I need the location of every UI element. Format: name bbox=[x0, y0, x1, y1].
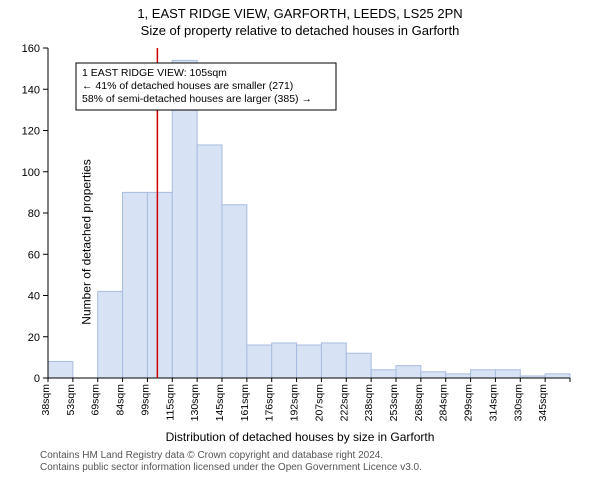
svg-text:0: 0 bbox=[34, 373, 40, 385]
svg-text:80: 80 bbox=[28, 208, 40, 220]
x-tick-label: 330sqm bbox=[512, 384, 524, 422]
x-tick-label: 284sqm bbox=[438, 384, 450, 422]
histogram-bar bbox=[371, 370, 396, 378]
y-axis-label: Number of detached properties bbox=[80, 159, 94, 324]
histogram-bar bbox=[48, 361, 73, 378]
x-tick-label: 268sqm bbox=[413, 384, 425, 422]
histogram-bar bbox=[197, 145, 222, 378]
histogram-bar bbox=[123, 192, 148, 378]
histogram-bar bbox=[98, 291, 123, 378]
histogram-bar bbox=[297, 345, 322, 378]
svg-text:160: 160 bbox=[22, 43, 40, 55]
svg-text:100: 100 bbox=[22, 167, 40, 179]
histogram-bar bbox=[495, 370, 520, 378]
histogram-bar bbox=[421, 372, 446, 378]
x-tick-label: 53sqm bbox=[65, 384, 77, 416]
svg-text:40: 40 bbox=[28, 290, 40, 302]
x-tick-label: 99sqm bbox=[139, 384, 151, 416]
svg-text:60: 60 bbox=[28, 249, 40, 261]
x-tick-label: 192sqm bbox=[289, 384, 301, 422]
x-tick-label: 38sqm bbox=[40, 384, 52, 416]
svg-text:140: 140 bbox=[22, 84, 40, 96]
svg-text:20: 20 bbox=[28, 332, 40, 344]
callout-line: ← 41% of detached houses are smaller (27… bbox=[82, 80, 293, 92]
x-tick-label: 253sqm bbox=[388, 384, 400, 422]
x-tick-label: 238sqm bbox=[363, 384, 375, 422]
histogram-bar bbox=[147, 192, 172, 378]
histogram-bar bbox=[222, 205, 247, 378]
title-main: 1, EAST RIDGE VIEW, GARFORTH, LEEDS, LS2… bbox=[0, 6, 600, 23]
x-tick-label: 84sqm bbox=[115, 384, 127, 416]
histogram-bar bbox=[396, 365, 421, 377]
title-sub: Size of property relative to detached ho… bbox=[0, 23, 600, 40]
x-tick-label: 345sqm bbox=[537, 384, 549, 422]
footnote: Contains HM Land Registry data © Crown c… bbox=[0, 444, 600, 475]
x-tick-label: 314sqm bbox=[487, 384, 499, 422]
x-tick-label: 145sqm bbox=[214, 384, 226, 422]
histogram-bar bbox=[346, 353, 371, 378]
callout-line: 58% of semi-detached houses are larger (… bbox=[82, 93, 312, 105]
histogram-bar bbox=[471, 370, 496, 378]
x-tick-label: 130sqm bbox=[189, 384, 201, 422]
histogram-bar bbox=[272, 343, 297, 378]
callout-line: 1 EAST RIDGE VIEW: 105sqm bbox=[82, 67, 227, 79]
chart-titles: 1, EAST RIDGE VIEW, GARFORTH, LEEDS, LS2… bbox=[0, 0, 600, 40]
footnote-line-2: Contains public sector information licen… bbox=[40, 462, 590, 475]
x-tick-label: 176sqm bbox=[264, 384, 276, 422]
svg-text:120: 120 bbox=[22, 125, 40, 137]
histogram-bar bbox=[545, 374, 570, 378]
x-tick-label: 115sqm bbox=[164, 384, 176, 421]
x-tick-label: 222sqm bbox=[338, 384, 350, 422]
x-tick-label: 207sqm bbox=[313, 384, 325, 422]
x-axis-label: Distribution of detached houses by size … bbox=[0, 430, 600, 444]
x-tick-label: 299sqm bbox=[463, 384, 475, 422]
chart-area: Number of detached properties 0 20 40 60 80 1… bbox=[0, 40, 600, 444]
histogram-bar bbox=[446, 374, 471, 378]
x-tick-label: 69sqm bbox=[90, 384, 102, 416]
histogram-bar bbox=[321, 343, 346, 378]
histogram-bar bbox=[247, 345, 272, 378]
footnote-line-1: Contains HM Land Registry data © Crown c… bbox=[40, 450, 590, 463]
x-tick-label: 161sqm bbox=[239, 384, 251, 422]
